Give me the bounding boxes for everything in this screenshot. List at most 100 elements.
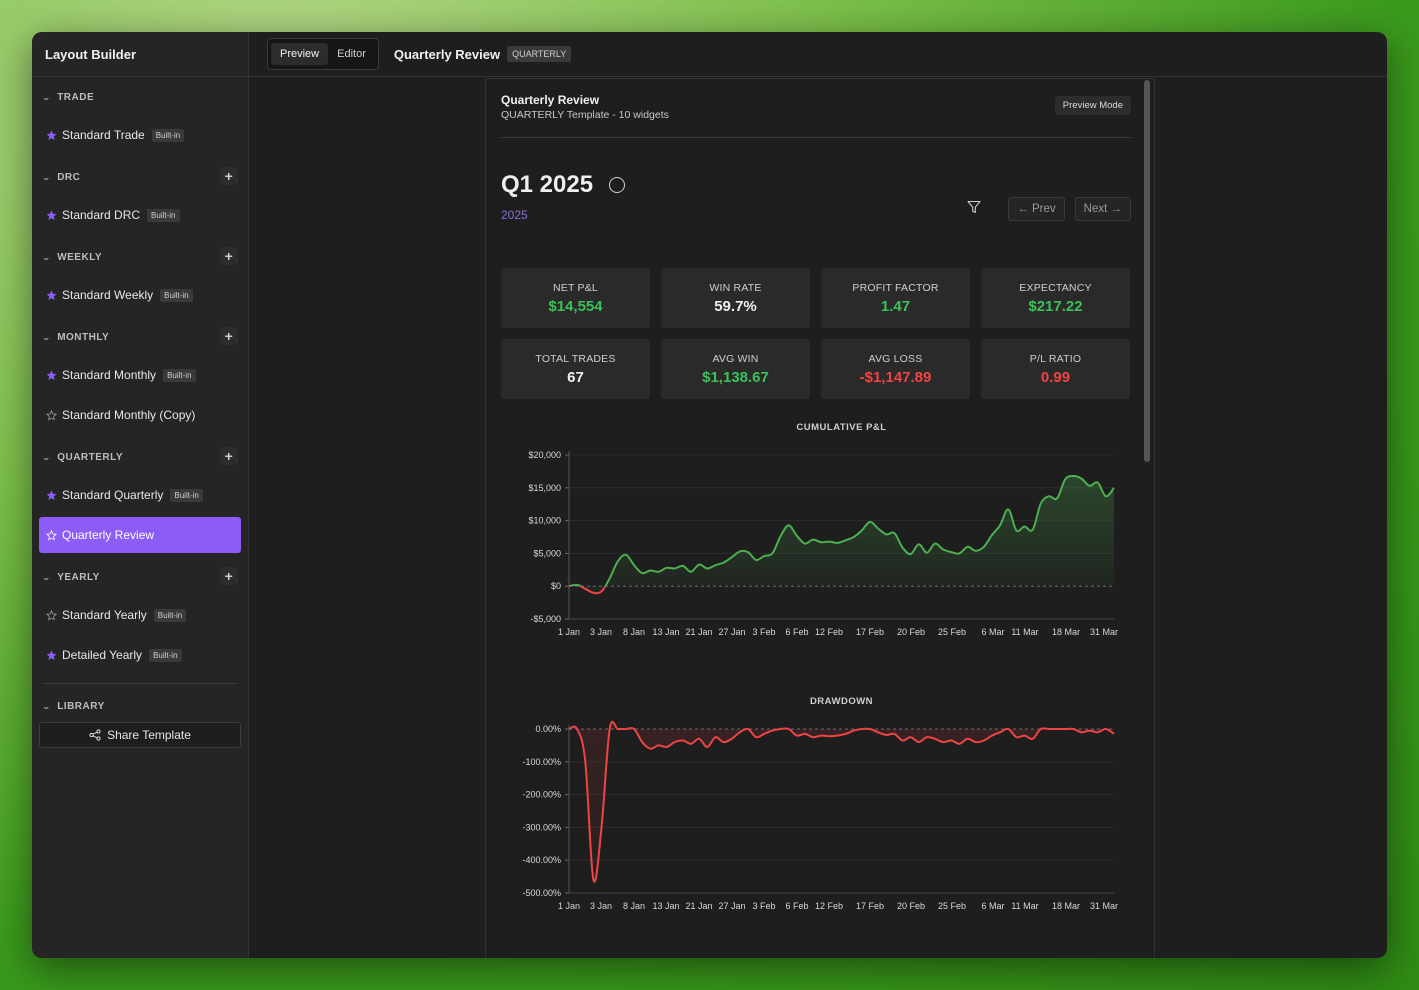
filter-icon[interactable]: [967, 200, 981, 219]
add-template-button[interactable]: +: [220, 567, 238, 585]
y-tick-label: -$5,000: [530, 614, 561, 624]
stat-label: AVG WIN: [712, 352, 759, 365]
share-icon: [89, 729, 101, 741]
period-label: Q1 2025: [501, 171, 594, 198]
y-tick-label: -100.00%: [522, 757, 561, 767]
stat-label: P/L RATIO: [1029, 352, 1082, 365]
star-outline-icon[interactable]: [45, 609, 58, 621]
sidebar-item-label: Standard Yearly: [62, 608, 147, 622]
sidebar-item-standard-monthly[interactable]: Standard Monthly Built-in: [39, 357, 241, 393]
series-area: [569, 475, 1114, 594]
next-button[interactable]: Next →: [1074, 197, 1131, 221]
stat-value: 0.99: [1040, 368, 1071, 386]
preview-panel: Quarterly Review QUARTERLY Template - 10…: [485, 78, 1155, 958]
stat-label: EXPECTANCY: [1019, 281, 1092, 294]
preview-title: Quarterly Review: [501, 93, 600, 107]
sidebar-item-detailed-yearly[interactable]: Detailed Yearly Built-in: [39, 637, 241, 673]
chevron-down-icon: ⌄: [41, 701, 52, 711]
star-filled-icon[interactable]: [46, 370, 57, 381]
x-tick-label: 13 Jan: [652, 901, 679, 911]
x-tick-label: 25 Feb: [938, 627, 966, 637]
stat-value: -$1,147.89: [859, 368, 932, 386]
star-outline-icon[interactable]: [45, 529, 58, 541]
sidebar-item-standard-weekly[interactable]: Standard Weekly Built-in: [39, 277, 241, 313]
x-tick-label: 3 Feb: [752, 901, 775, 911]
star-filled-icon[interactable]: [46, 210, 57, 221]
period-title: Q1 2025: [501, 171, 626, 199]
series-line: [568, 720, 1115, 883]
x-tick-label: 31 Mar: [1090, 627, 1118, 637]
star-filled-icon[interactable]: [46, 490, 57, 501]
sidebar-item-label: Standard DRC: [62, 208, 141, 222]
x-tick-label: 17 Feb: [856, 901, 884, 911]
scrollbar[interactable]: [1144, 80, 1150, 462]
add-template-button[interactable]: +: [220, 447, 238, 465]
stat-value: $217.22: [1028, 297, 1083, 315]
built-in-badge: Built-in: [153, 608, 187, 622]
add-template-button[interactable]: +: [220, 247, 238, 265]
section-label: LIBRARY: [57, 700, 105, 712]
add-template-button[interactable]: +: [220, 167, 238, 185]
preview-mode-badge: Preview Mode: [1054, 96, 1131, 115]
star-filled-icon[interactable]: [46, 290, 57, 301]
chart-title: CUMULATIVE P&L: [796, 422, 886, 433]
circle-icon[interactable]: [609, 177, 626, 193]
built-in-badge: Built-in: [160, 288, 193, 302]
app-window: Layout Builder ⌄ TRADE Standard Trade Built…: [32, 32, 1387, 958]
y-tick-label: $0: [551, 581, 561, 591]
sidebar-item-label: Standard Trade: [62, 128, 145, 142]
y-tick-label: 0.00%: [535, 724, 561, 734]
sidebar-item-label: Standard Monthly (Copy): [62, 408, 196, 422]
stat-card-profit-factor: PROFIT FACTOR 1.47: [821, 268, 970, 328]
chevron-down-icon: ⌄: [41, 252, 52, 262]
x-tick-label: 13 Jan: [652, 627, 679, 637]
x-tick-label: 18 Mar: [1052, 901, 1080, 911]
sidebar-item-quarterly-review[interactable]: Quarterly Review: [39, 517, 241, 553]
sidebar-item-standard-drc[interactable]: Standard DRC Built-in: [39, 197, 241, 233]
x-tick-label: 25 Feb: [938, 901, 966, 911]
y-tick-label: -500.00%: [522, 888, 561, 898]
x-tick-label: 8 Jan: [623, 901, 645, 911]
series-area: [569, 721, 1114, 882]
x-tick-label: 27 Jan: [718, 627, 745, 637]
period-nav: ← Prev Next →: [967, 197, 1131, 221]
section-label: QUARTERLY: [57, 451, 124, 463]
section-header-yearly[interactable]: ⌄ YEARLY +: [39, 557, 241, 597]
chevron-down-icon: ⌄: [41, 92, 52, 102]
section-header-monthly[interactable]: ⌄ MONTHLY +: [39, 317, 241, 357]
section-header-library[interactable]: ⌄ LIBRARY: [39, 690, 241, 722]
built-in-badge: Built-in: [151, 128, 185, 142]
star-filled-icon[interactable]: [46, 650, 57, 661]
share-template-button[interactable]: Share Template: [39, 722, 241, 748]
section-header-trade[interactable]: ⌄ TRADE: [39, 77, 241, 117]
sidebar-item-standard-yearly[interactable]: Standard Yearly Built-in: [39, 597, 241, 633]
stat-card-p-l-ratio: P/L RATIO 0.99: [981, 339, 1130, 399]
x-tick-label: 6 Mar: [981, 627, 1004, 637]
prev-button[interactable]: ← Prev: [1008, 197, 1065, 221]
section-header-weekly[interactable]: ⌄ WEEKLY +: [39, 237, 241, 277]
tab-editor[interactable]: Editor: [337, 48, 366, 60]
x-tick-label: 12 Feb: [815, 901, 843, 911]
stat-value: $14,554: [548, 297, 603, 315]
y-tick-label: -400.00%: [522, 855, 561, 865]
star-outline-icon[interactable]: [45, 409, 58, 421]
y-tick-label: $5,000: [533, 548, 561, 558]
section-header-quarterly[interactable]: ⌄ QUARTERLY +: [39, 437, 241, 477]
add-template-button[interactable]: +: [220, 327, 238, 345]
drawdown-chart: DRAWDOWN 0.00% -100.00% -200.00% -300.00% -40…: [522, 696, 1118, 911]
star-filled-icon[interactable]: [46, 130, 57, 141]
stat-card-avg-loss: AVG LOSS -$1,147.89: [821, 339, 970, 399]
sidebar-item-standard-trade[interactable]: Standard Trade Built-in: [39, 117, 241, 153]
section-label: TRADE: [57, 91, 95, 103]
sidebar-item-standard-quarterly[interactable]: Standard Quarterly Built-in: [39, 477, 241, 513]
x-tick-label: 11 Mar: [1011, 627, 1038, 637]
cumulative-pnl-chart: CUMULATIVE P&L -$5,000 $0 $5,000 $10,000 $15,…: [528, 422, 1118, 637]
section-header-drc[interactable]: ⌄ DRC +: [39, 157, 241, 197]
tab-preview[interactable]: Preview: [271, 43, 329, 65]
x-tick-label: 3 Jan: [590, 901, 612, 911]
sidebar: Layout Builder ⌄ TRADE Standard Trade Built…: [32, 32, 249, 958]
x-tick-label: 27 Jan: [718, 901, 745, 911]
sidebar-item-standard-monthly-copy[interactable]: Standard Monthly (Copy): [39, 397, 241, 433]
x-tick-label: 6 Feb: [785, 627, 808, 637]
sidebar-title: Layout Builder: [32, 32, 248, 77]
